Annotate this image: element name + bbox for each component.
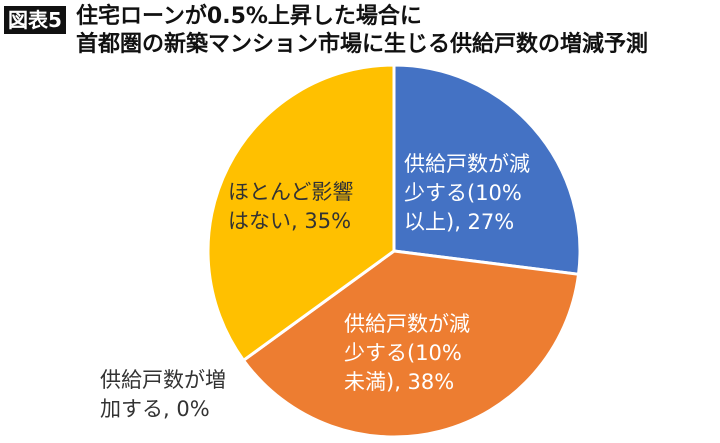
- slice-label-line: 加する, 0%: [100, 397, 210, 421]
- slice-label-decrease-under-10: 供給戸数が減 少する(10% 未満), 38%: [344, 310, 470, 397]
- chart-title-line1: 住宅ローンが0.5%上昇した場合に: [76, 4, 422, 29]
- slice-label-line: 未満), 38%: [344, 370, 455, 394]
- pie-slice: [392, 63, 582, 276]
- slice-label-line: ほとんど影響: [228, 180, 354, 204]
- slice-label-line: 少する(10%: [404, 181, 522, 205]
- slice-label-no-effect: ほとんど影響 はない, 35%: [228, 178, 353, 236]
- slice-label-line: 少する(10%: [344, 341, 462, 365]
- slice-label-increase: 供給戸数が増 加する, 0%: [100, 366, 226, 424]
- slice-label-line: 以上), 27%: [404, 210, 515, 234]
- pie-slice: [241, 249, 581, 439]
- slice-label-line: 供給戸数が減: [404, 152, 530, 176]
- figure-tag: 図表5: [4, 6, 66, 34]
- slice-label-decrease-10-plus: 供給戸数が減 少する(10% 以上), 27%: [404, 150, 530, 237]
- slice-label-line: 供給戸数が増: [100, 368, 226, 392]
- pie-slice: [206, 63, 396, 363]
- slice-label-line: はない, 35%: [228, 209, 352, 233]
- chart-title-line2: 首都圏の新築マンション市場に生じる供給戸数の増減予測: [76, 32, 649, 57]
- slice-label-line: 供給戸数が減: [344, 312, 470, 336]
